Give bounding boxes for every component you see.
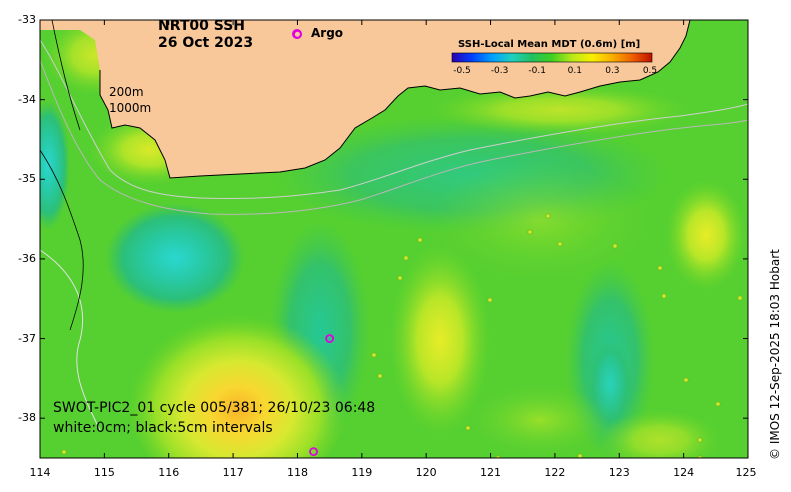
title-line1: NRT00 SSH (158, 18, 246, 34)
isobath-1000m (40, 59, 748, 215)
swath-dots (61, 213, 743, 458)
x-tick-label: 116 (158, 466, 180, 479)
colorbar-tick-label: 0.5 (642, 66, 658, 76)
y-tick-label: -37 (18, 331, 36, 345)
argo-legend-icon (292, 29, 302, 39)
y-tick-label: -34 (18, 92, 36, 106)
y-tick-label: -38 (18, 411, 36, 425)
swath-dot (661, 293, 667, 299)
map-title: NRT00 SSH 26 Oct 2023 (158, 18, 253, 52)
swath-dot (683, 377, 689, 383)
swath-dot (527, 229, 533, 235)
argo-float-marker (309, 447, 318, 457)
swath-dot (612, 243, 618, 249)
swath-dot (697, 437, 703, 443)
colorbar (451, 52, 653, 63)
swath-dot (397, 275, 403, 281)
x-tick-label: 119 (351, 466, 373, 479)
x-tick-label: 114 (29, 466, 51, 479)
y-tick-label: -33 (18, 13, 36, 26)
x-tick-label: 120 (415, 466, 437, 479)
swath-dot (465, 425, 471, 431)
argo-float-marker (325, 334, 335, 343)
x-tick-label: 125 (735, 466, 757, 479)
colorbar-tick-label: 0.1 (567, 66, 582, 76)
x-tick-label: 118 (286, 466, 308, 479)
contour-label-1000m: 1000m (109, 101, 152, 115)
y-tick-label: -36 (18, 251, 36, 265)
swath-dot (715, 401, 721, 407)
contour-label-200m: 200m (109, 85, 144, 99)
x-tick-label: 124 (673, 466, 695, 479)
swath-dot (657, 265, 663, 271)
swath-dot (577, 453, 583, 458)
colorbar-tick-label: -0.5 (453, 66, 471, 76)
west-contour-black-2 (51, 20, 81, 131)
swath-dot (377, 373, 383, 379)
swath-dot (737, 295, 743, 301)
axis-ticks (39, 19, 749, 458)
x-tick-label: 121 (480, 466, 502, 479)
argo-legend-label: Argo (311, 26, 344, 40)
caption-swot: SWOT-PIC2_01 cycle 005/381; 26/10/23 06:… (53, 400, 376, 416)
caption-intervals: white:0cm; black:5cm intervals (53, 420, 273, 436)
colorbar-tick-label: -0.3 (490, 66, 509, 76)
swath-dot (545, 213, 551, 219)
imos-credit: © IMOS 12-Sep-2025 18:03 Hobart (768, 249, 782, 460)
swath-dot (487, 297, 493, 303)
colorbar-tick-label: 0.3 (605, 66, 620, 76)
colorbar-tick-label: -0.1 (528, 66, 546, 76)
swath-dot (403, 255, 409, 261)
swath-dot (557, 241, 563, 247)
y-tick-label: -35 (18, 172, 36, 186)
x-tick-label: 117 (222, 466, 244, 479)
west-contour-black (40, 149, 84, 331)
swath-dot (417, 237, 423, 243)
title-line2: 26 Oct 2023 (158, 35, 254, 51)
plot-frame (39, 19, 749, 459)
x-tick-label: 123 (608, 466, 630, 479)
colorbar-title: SSH-Local Mean MDT (0.6m) [m] (458, 39, 641, 50)
swath-dot (371, 352, 377, 358)
swath-dot (61, 449, 67, 455)
x-tick-label: 115 (93, 466, 115, 479)
x-tick-label: 122 (544, 466, 566, 479)
isobath-200m (40, 39, 748, 200)
west-contour-white (40, 249, 101, 431)
coastline (99, 20, 691, 179)
